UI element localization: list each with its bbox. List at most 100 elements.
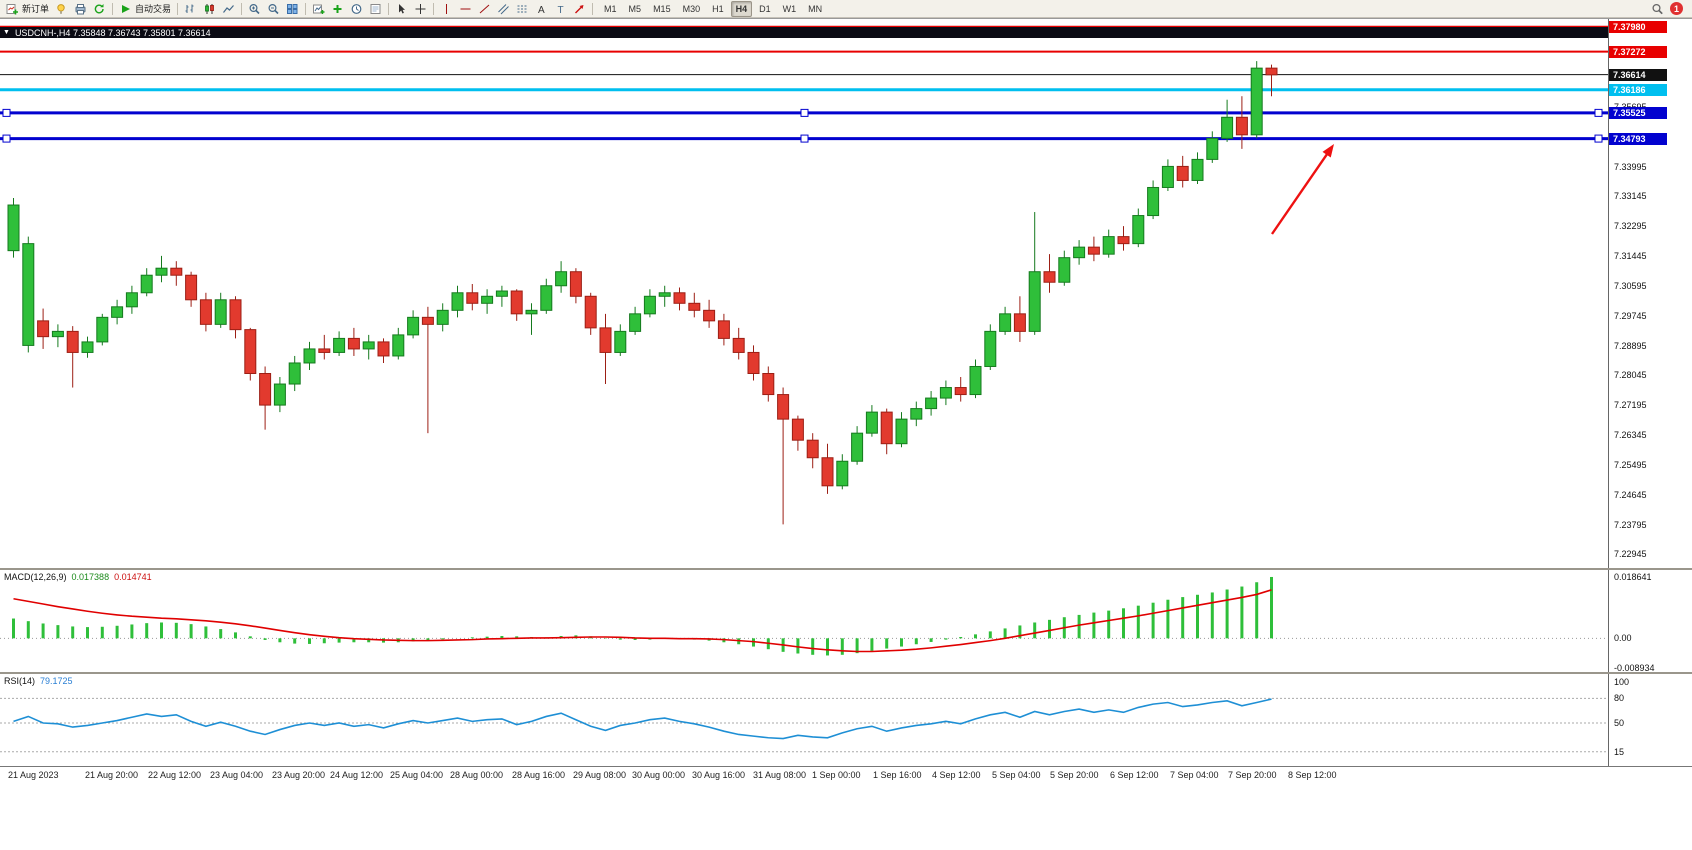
search-icon[interactable] (1651, 3, 1664, 15)
notification-badge[interactable]: 1 (1670, 2, 1683, 15)
templates-button[interactable] (366, 1, 385, 17)
trendline-button[interactable] (475, 1, 494, 17)
candle-body (954, 387, 967, 396)
period-button-h1[interactable]: H1 (712, 3, 724, 14)
trend-arrow[interactable] (1271, 150, 1330, 235)
collapse-triangle-icon[interactable]: ▼ (3, 29, 10, 36)
channel-icon (498, 3, 509, 14)
price-scale-label: 7.30595 (1614, 280, 1647, 291)
metaeditor-button[interactable] (52, 1, 71, 17)
text-label-button[interactable]: T (551, 1, 570, 17)
candle-body (777, 394, 790, 420)
crosshair-button[interactable] (411, 1, 430, 17)
time-axis-label: 25 Aug 04:00 (390, 770, 444, 780)
price-scale-label: 7.22945 (1614, 549, 1647, 560)
price-scale[interactable]: 7.365457.356957.348457.339957.331457.322… (1608, 19, 1692, 568)
line-selection-handle[interactable] (1594, 108, 1603, 117)
print-button[interactable] (71, 1, 90, 17)
new-chart-button[interactable] (309, 1, 328, 17)
candle-body (466, 292, 479, 304)
period-button-mn[interactable]: MN (808, 3, 823, 14)
panel-splitter[interactable] (0, 672, 1692, 674)
candle-body (377, 341, 390, 357)
time-axis[interactable]: 21 Aug 2023 21 Aug 20:00 22 Aug 12:00 23 Au… (0, 766, 1692, 786)
candle-body (510, 290, 523, 315)
line-selection-handle[interactable] (800, 108, 809, 117)
zoom-out-button[interactable] (264, 1, 283, 17)
period-button-m1[interactable]: M1 (604, 3, 617, 14)
fibonacci-button[interactable] (513, 1, 532, 17)
macd-scale[interactable]: 0.018641 0.00 -0.008934 (1608, 570, 1692, 672)
candle-body (1176, 165, 1189, 181)
symbol-ohlc-text: USDCNH-,H4 7.35848 7.36743 7.35801 7.366… (14, 27, 211, 38)
line-selection-handle[interactable] (800, 134, 809, 143)
macd-name: MACD(12,26,9) (4, 572, 67, 582)
cursor-button[interactable] (392, 1, 411, 17)
price-scale-label: 7.23795 (1614, 519, 1647, 530)
period-button-m15[interactable]: M15 (653, 3, 671, 14)
rsi-chart[interactable] (0, 674, 1608, 766)
candle-body (688, 302, 701, 311)
svg-text:A: A (538, 5, 545, 15)
vertical-line-button[interactable] (437, 1, 456, 17)
candle-body (569, 271, 582, 297)
time-axis-label: 6 Sep 12:00 (1110, 770, 1159, 780)
tile-windows-button[interactable] (283, 1, 302, 17)
time-axis-label: 5 Sep 20:00 (1050, 770, 1099, 780)
candlestick-chart-button[interactable] (200, 1, 219, 17)
panel-splitter[interactable] (0, 568, 1692, 570)
candlestick-chart[interactable] (0, 19, 1608, 568)
toolbar: 新订单 自动交易 (0, 0, 1692, 18)
periodicity-button[interactable] (347, 1, 366, 17)
main-chart-panel[interactable]: ▼ USDCNH-,H4 7.35848 7.36743 7.35801 7.3… (0, 18, 1692, 568)
candle-body (732, 337, 745, 353)
rsi-scale[interactable]: 100 80 50 15 (1608, 674, 1692, 766)
candle-body (673, 292, 686, 304)
period-button-w1[interactable]: W1 (782, 3, 797, 14)
candle-body (199, 299, 212, 325)
fibonacci-icon (517, 5, 528, 12)
time-axis-label: 7 Sep 04:00 (1170, 770, 1219, 780)
period-button-m30[interactable]: M30 (682, 3, 701, 14)
macd-scale-label: 0.018641 (1614, 571, 1652, 582)
time-axis-label: 1 Sep 16:00 (873, 770, 922, 780)
arrow-tool-icon (575, 4, 584, 13)
line-selection-handle[interactable] (2, 108, 11, 117)
new-order-button[interactable]: 新订单 (3, 1, 52, 17)
period-button-m5[interactable]: M5 (628, 3, 642, 14)
bar-chart-button[interactable] (181, 1, 200, 17)
arrows-button[interactable] (570, 1, 589, 17)
candle-body (1028, 271, 1041, 332)
time-axis-label: 8 Sep 12:00 (1288, 770, 1337, 780)
price-badge: 7.34793 (1609, 132, 1667, 145)
autotrading-button[interactable]: 自动交易 (116, 1, 174, 17)
indicators-button[interactable] (328, 1, 347, 17)
candle-body (170, 267, 183, 276)
macd-panel[interactable]: MACD(12,26,9) 0.017388 0.014741 0.018641… (0, 570, 1692, 672)
candle-body (1013, 313, 1026, 332)
line-selection-handle[interactable] (2, 134, 11, 143)
channel-button[interactable] (494, 1, 513, 17)
candle-body (851, 432, 864, 462)
line-selection-handle[interactable] (1594, 134, 1603, 143)
line-chart-button[interactable] (219, 1, 238, 17)
time-axis-label: 22 Aug 12:00 (148, 770, 202, 780)
trend-arrow-head[interactable] (1322, 144, 1334, 158)
candle-body (229, 299, 242, 331)
period-button-d1[interactable]: D1 (759, 3, 771, 14)
time-axis-label: 21 Aug 20:00 (85, 770, 139, 780)
period-button-h4[interactable]: H4 (730, 0, 753, 17)
text-button[interactable]: A (532, 1, 551, 17)
rsi-label: RSI(14) 79.1725 (4, 676, 73, 686)
candle-body (37, 320, 50, 338)
candle-body (185, 274, 198, 301)
macd-chart[interactable] (0, 570, 1608, 672)
candle-body (125, 292, 138, 308)
price-scale-label: 7.29745 (1614, 310, 1647, 321)
toolbar-separator (433, 2, 435, 15)
refresh-button[interactable] (90, 1, 109, 17)
rsi-panel[interactable]: RSI(14) 79.1725 100 80 50 15 (0, 674, 1692, 766)
zoom-out-icon (268, 3, 279, 14)
zoom-in-button[interactable] (245, 1, 264, 17)
horizontal-line-button[interactable] (456, 1, 475, 17)
